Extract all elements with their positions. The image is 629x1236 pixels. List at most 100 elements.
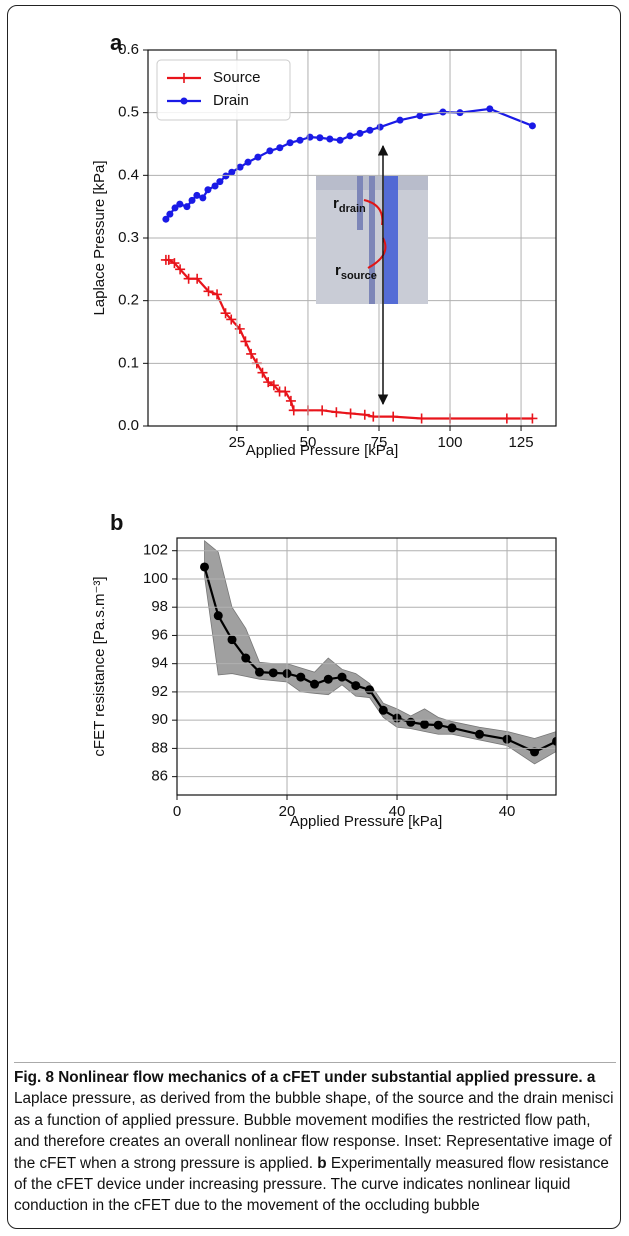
marker	[345, 408, 356, 419]
marker	[276, 144, 284, 152]
marker	[200, 562, 210, 572]
marker	[396, 116, 404, 124]
x-tick-label: 75	[371, 434, 388, 451]
legend-marker	[180, 97, 188, 105]
y-tick-label: 0.2	[118, 292, 139, 309]
caption-text: Laplace pressure, as derived from the bu…	[14, 1090, 614, 1172]
inset-label: rsource	[335, 262, 377, 282]
marker	[246, 348, 257, 359]
y-tick-label: 94	[151, 655, 168, 672]
marker	[222, 172, 230, 180]
marker	[356, 129, 364, 137]
marker	[263, 377, 274, 388]
marker	[359, 409, 370, 420]
axes-frame	[176, 537, 557, 796]
x-tick-label: 20	[279, 803, 296, 820]
marker	[171, 204, 179, 212]
inset-channel	[357, 176, 375, 304]
marker	[268, 668, 278, 678]
x-tick-label: 40	[389, 803, 406, 820]
y-tick-label: 102	[143, 542, 168, 559]
marker	[530, 747, 540, 757]
marker	[331, 407, 342, 418]
y-tick-label: 0.4	[118, 166, 139, 183]
marker	[378, 705, 388, 715]
plot-area	[200, 539, 556, 765]
y-tick-label: 0.3	[118, 229, 139, 246]
panel-label: a	[110, 30, 123, 55]
y-axis-label: cFET resistance [Pa.s.m⁻³]	[91, 576, 108, 756]
marker	[183, 273, 194, 284]
marker	[406, 717, 416, 727]
marker	[528, 122, 536, 130]
caption-part-label: b	[317, 1154, 327, 1172]
x-tick-label: 125	[509, 434, 534, 451]
marker	[416, 413, 427, 424]
caption: Fig. 8 Nonlinear flow mechanics of a cFE…	[14, 1062, 616, 1217]
marker	[266, 147, 274, 155]
y-tick-label: 0.1	[118, 354, 139, 371]
marker	[316, 134, 324, 142]
marker	[226, 314, 237, 325]
marker	[193, 191, 201, 199]
marker	[351, 681, 361, 691]
marker	[346, 132, 354, 140]
marker	[416, 112, 424, 120]
marker	[236, 163, 244, 171]
marker	[268, 380, 279, 391]
x-tick-label: 50	[300, 434, 317, 451]
legend-label: Drain	[213, 92, 249, 109]
marker	[188, 196, 196, 204]
y-tick-label: 100	[143, 570, 168, 587]
marker	[166, 210, 174, 218]
marker	[337, 672, 347, 682]
marker	[447, 723, 457, 733]
marker	[296, 672, 306, 682]
marker	[192, 273, 203, 284]
marker	[254, 153, 262, 161]
marker	[213, 611, 223, 621]
inset-subscript: drain	[339, 203, 366, 215]
y-tick-label: 98	[151, 598, 168, 615]
error-band	[204, 539, 556, 765]
panel-label: b	[110, 510, 123, 535]
marker	[475, 729, 485, 739]
caption-text: Experimentally measured flow resistance …	[14, 1154, 609, 1215]
frame	[7, 5, 621, 1229]
y-tick-label: 86	[151, 768, 168, 785]
marker	[288, 405, 299, 416]
x-tick-label: 100	[438, 434, 463, 451]
marker	[244, 158, 252, 166]
caption-title: Fig. 8 Nonlinear flow mechanics of a cFE…	[14, 1069, 583, 1086]
x-tick-label: 25	[229, 434, 246, 451]
y-tick-label: 0.5	[118, 104, 139, 121]
marker	[162, 215, 170, 223]
figure: 25 50 75 100 125 0.0 0.1 0.2 0.3 0.4 0.5 0.6a Applie…	[91, 30, 557, 830]
inset-image: rdrain rsource	[316, 144, 428, 406]
legend-label: Source	[213, 69, 261, 86]
y-tick-label: 96	[151, 626, 168, 643]
marker	[228, 168, 236, 176]
marker	[175, 264, 186, 275]
marker	[220, 308, 231, 319]
marker	[365, 685, 375, 695]
legend-box	[156, 59, 291, 121]
marker	[317, 405, 328, 416]
marker	[163, 254, 174, 265]
marker	[280, 386, 291, 397]
marker	[501, 413, 512, 424]
marker	[204, 186, 212, 194]
marker	[257, 367, 268, 378]
x-axis-label: Applied Pressure [kPa]	[246, 442, 399, 459]
inset-subscript: source	[341, 270, 377, 282]
marker	[227, 635, 237, 645]
marker	[527, 413, 538, 424]
marker	[326, 135, 334, 143]
marker	[433, 720, 443, 730]
y-axis-label: Laplace Pressure [kPa]	[91, 160, 108, 315]
marker	[199, 194, 207, 202]
x-tick-label: 40	[499, 803, 516, 820]
marker	[211, 182, 219, 190]
inset-fluid	[384, 176, 398, 304]
